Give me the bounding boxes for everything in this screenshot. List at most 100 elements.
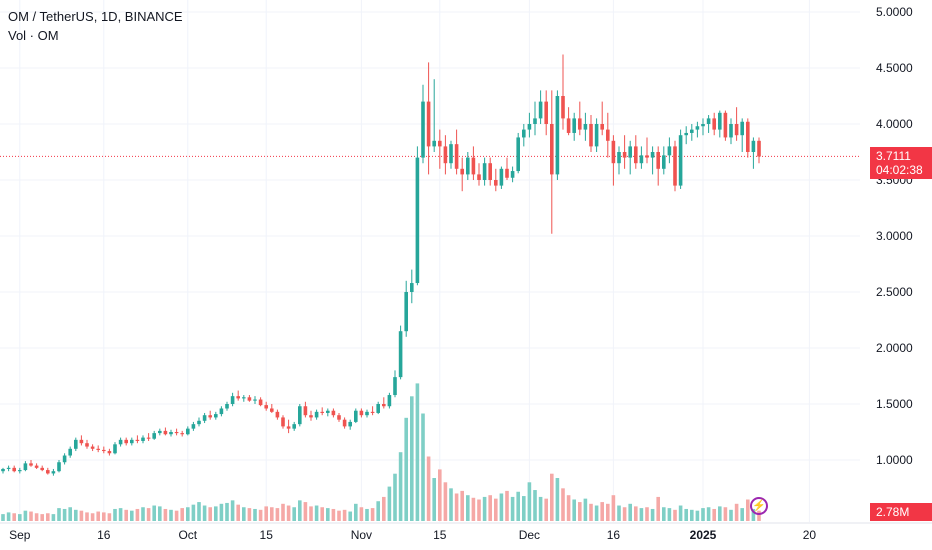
candle-body xyxy=(163,430,168,435)
volume-bar xyxy=(701,508,705,521)
candle-body xyxy=(477,174,481,180)
candle-body xyxy=(538,101,543,119)
candle-body xyxy=(275,411,280,418)
candle-body xyxy=(29,463,33,466)
volume-bar xyxy=(611,495,616,521)
volume-bar xyxy=(460,490,464,521)
candle-body xyxy=(443,146,448,164)
candle-body xyxy=(191,424,196,429)
candle-body xyxy=(634,146,638,164)
candle-body xyxy=(85,443,89,447)
candle-body xyxy=(370,411,375,413)
candle-body xyxy=(606,129,610,141)
candle-body xyxy=(186,428,190,435)
candle-body xyxy=(600,124,604,130)
price-tick-label: 1.5000 xyxy=(876,397,913,411)
volume-bar xyxy=(723,507,728,521)
volume-bar xyxy=(158,506,162,521)
volume-bar xyxy=(404,417,408,521)
candle-body xyxy=(130,439,134,444)
volume-bar xyxy=(578,502,582,521)
candle-body xyxy=(342,419,347,427)
volume-bar xyxy=(29,511,33,521)
volume-bar xyxy=(34,513,39,521)
candle-body xyxy=(135,439,140,441)
candle-body xyxy=(589,124,593,147)
volume-bar xyxy=(533,490,537,521)
candle-body xyxy=(404,292,408,332)
candle-body xyxy=(656,152,660,169)
volume-bar xyxy=(650,508,655,521)
candle-body xyxy=(1,468,5,472)
candle-body xyxy=(522,129,526,138)
candle-body xyxy=(57,462,61,472)
volume-bar xyxy=(477,499,481,521)
candle-body xyxy=(298,406,302,425)
time-tick-label: 15 xyxy=(260,528,274,542)
volume-bar xyxy=(718,506,722,521)
candle-body xyxy=(695,126,700,130)
candle-body xyxy=(533,118,537,124)
bar-countdown: 04:02:38 xyxy=(876,163,923,178)
time-tick-label: Dec xyxy=(519,528,540,542)
candle-body xyxy=(354,410,358,422)
candles xyxy=(1,54,761,476)
candle-body xyxy=(432,140,436,147)
candle-body xyxy=(706,118,711,124)
candle-body xyxy=(113,444,117,454)
volume-bar xyxy=(482,496,487,521)
volume-bar xyxy=(247,508,252,521)
volume-bar xyxy=(298,500,302,521)
candle-body xyxy=(124,439,128,444)
volume-bar xyxy=(370,508,375,521)
candle-body xyxy=(505,168,509,178)
volume-bar xyxy=(751,508,756,521)
candle-body xyxy=(303,406,308,416)
volume-legend[interactable]: Vol · OM xyxy=(8,28,59,43)
volume-bar xyxy=(309,506,313,521)
volume-bar xyxy=(662,507,666,521)
candle-body xyxy=(398,331,403,378)
volume-bar xyxy=(471,497,476,521)
candle-body xyxy=(146,437,151,439)
volume-bar xyxy=(113,508,117,521)
candle-body xyxy=(510,171,515,178)
volume-bar xyxy=(583,498,588,521)
volume-bar xyxy=(734,503,739,521)
symbol-title[interactable]: OM / TetherUS, 1D, BINANCE xyxy=(8,9,183,24)
volume-bar xyxy=(354,503,358,521)
volume-bar xyxy=(258,509,263,521)
price-axis[interactable]: 5.00004.50004.00003.50003.00002.50002.00… xyxy=(876,5,913,467)
candle-body xyxy=(527,124,532,130)
volume-bar xyxy=(656,496,660,521)
volume-bar xyxy=(438,469,442,521)
volume-bar xyxy=(684,508,688,521)
volume-bar xyxy=(51,514,56,521)
candle-body xyxy=(208,415,212,418)
time-tick-label: 16 xyxy=(607,528,621,542)
volume-value-tag: 2.78M xyxy=(870,503,932,521)
candle-body xyxy=(746,121,750,152)
volume-bar xyxy=(359,507,364,521)
volume-bar xyxy=(746,499,750,521)
time-axis[interactable]: Sep 16 Oct 15 Nov 15 Dec 16 2025 20 xyxy=(9,528,816,542)
candle-body xyxy=(258,399,263,406)
volume-bar xyxy=(628,503,632,521)
candle-body xyxy=(40,467,44,471)
candle-body xyxy=(583,124,588,130)
candle-body xyxy=(544,101,548,124)
volume-bar xyxy=(757,510,761,521)
candle-body xyxy=(471,157,476,175)
volume-bar xyxy=(236,504,240,521)
volume-bar xyxy=(572,499,576,521)
volume-bar xyxy=(606,503,610,521)
candle-body xyxy=(667,146,672,156)
volume-bar xyxy=(320,507,324,521)
candle-body xyxy=(174,432,179,434)
candle-body xyxy=(158,430,162,434)
lightning-bolt-icon[interactable]: ⚡ xyxy=(750,497,768,515)
last-price-value: 3.7111 xyxy=(876,149,911,164)
volume-bar xyxy=(68,507,72,521)
candle-body xyxy=(331,410,336,416)
